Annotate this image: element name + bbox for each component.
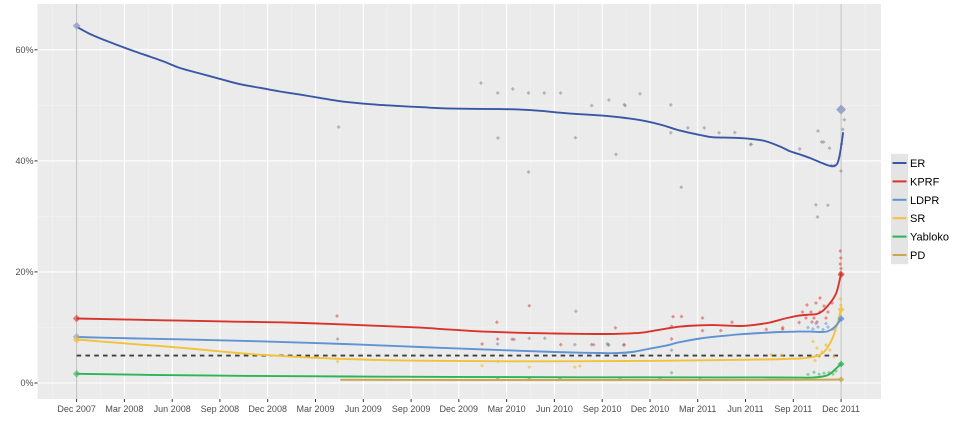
svg-text:Dec 2007: Dec 2007 [57,404,96,414]
svg-text:Sep 2011: Sep 2011 [774,404,812,414]
svg-text:Jun 2009: Jun 2009 [345,404,382,414]
svg-text:20%: 20% [15,267,33,277]
svg-text:PD: PD [910,250,925,262]
svg-text:Dec 2008: Dec 2008 [248,404,287,414]
svg-text:Mar 2011: Mar 2011 [679,404,716,414]
svg-text:40%: 40% [15,156,33,166]
svg-text:60%: 60% [15,45,33,55]
svg-text:0%: 0% [20,378,33,388]
svg-text:Sep 2010: Sep 2010 [583,404,622,414]
svg-text:SR: SR [910,213,925,225]
svg-text:Dec 2011: Dec 2011 [822,404,860,414]
svg-text:Yabloko: Yabloko [910,232,949,244]
svg-text:Mar 2009: Mar 2009 [296,404,334,414]
svg-text:Dec 2010: Dec 2010 [631,404,670,414]
svg-text:Jun 2008: Jun 2008 [154,404,191,414]
svg-text:KPRF: KPRF [910,176,940,188]
svg-text:Jun 2011: Jun 2011 [727,404,763,414]
svg-text:Mar 2008: Mar 2008 [105,404,143,414]
svg-text:Jun 2010: Jun 2010 [536,404,573,414]
svg-text:Sep 2008: Sep 2008 [201,404,240,414]
svg-text:Sep 2009: Sep 2009 [392,404,431,414]
svg-text:ER: ER [910,158,925,170]
svg-text:Dec 2009: Dec 2009 [440,404,479,414]
svg-text:Mar 2010: Mar 2010 [488,404,526,414]
svg-text:LDPR: LDPR [910,195,939,207]
